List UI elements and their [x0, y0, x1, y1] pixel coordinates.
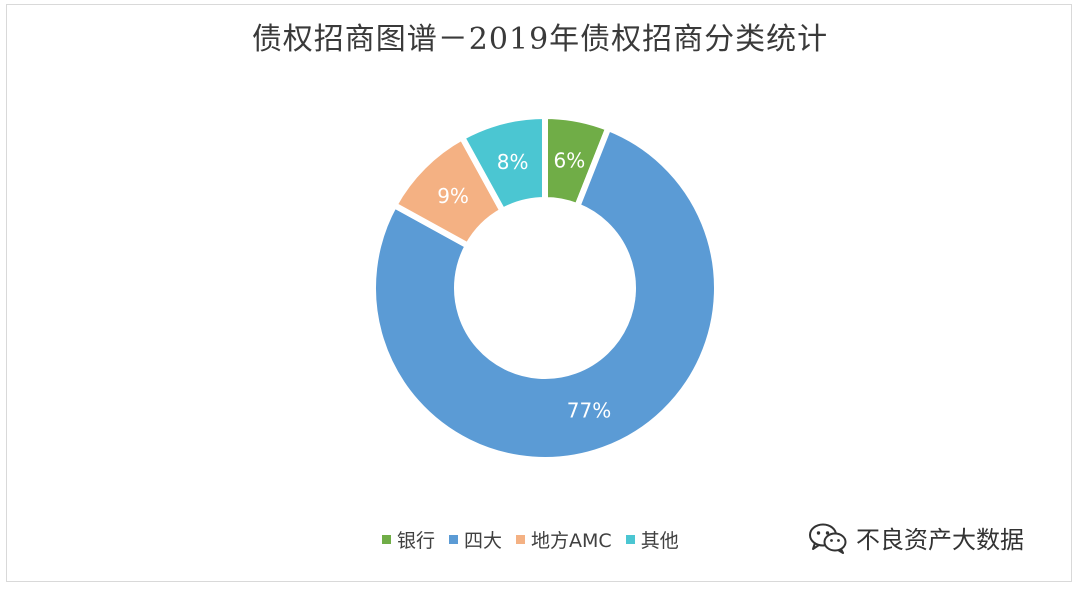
legend-item-其他: 其他	[625, 526, 679, 553]
legend-label: 银行	[397, 530, 436, 552]
legend-swatch	[516, 535, 526, 544]
chart-frame	[6, 4, 1072, 582]
legend-label: 四大	[464, 530, 503, 552]
wechat-icon	[809, 523, 847, 554]
legend-item-四大: 四大	[449, 526, 502, 553]
legend-item-地方AMC: 地方AMC	[516, 526, 612, 553]
slice-其他	[459, 113, 548, 214]
chart-title: 债权招商图谱－2019年债权招商分类统计	[251, 22, 829, 57]
legend-swatch	[449, 535, 459, 544]
legend-label: 其他	[640, 530, 679, 552]
watermark: 不良资产大数据	[808, 520, 1024, 555]
slice-label-其他: 8%	[497, 150, 529, 174]
slice-label-地方AMC: 9%	[437, 184, 469, 208]
slice-label-四大: 77%	[567, 398, 611, 422]
slice-四大	[370, 125, 720, 463]
watermark-text: 不良资产大数据	[856, 526, 1024, 554]
slice-label-银行: 6%	[553, 148, 585, 172]
legend-item-银行: 银行	[382, 526, 435, 553]
chart-legend: 银行 四大 地方AMC 其他	[382, 526, 679, 553]
legend-label: 地方AMC	[531, 530, 612, 552]
legend-swatch	[625, 535, 635, 544]
legend-swatch	[382, 535, 391, 544]
donut-outer-ring	[369, 112, 721, 464]
